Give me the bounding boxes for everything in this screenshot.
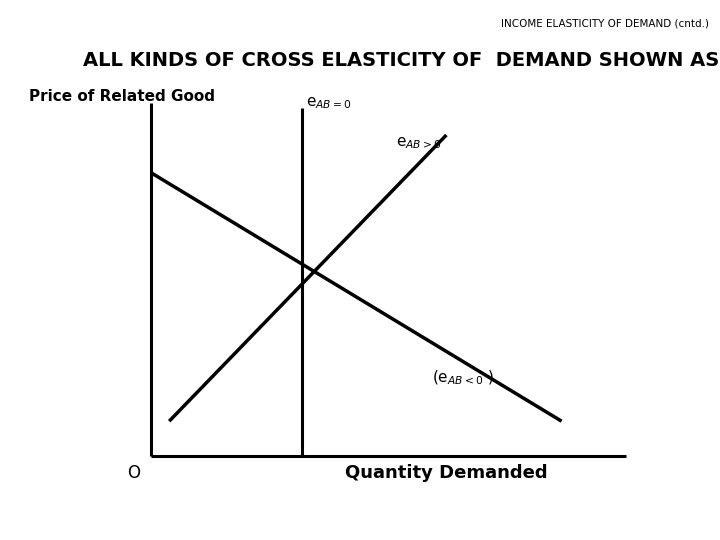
- Text: e$_{AB >0}$: e$_{AB >0}$: [396, 136, 441, 151]
- Text: ALL KINDS OF CROSS ELASTICITY OF  DEMAND SHOWN AS FOLLOWS: ALL KINDS OF CROSS ELASTICITY OF DEMAND …: [83, 51, 720, 70]
- Text: e$_{AB = 0}$: e$_{AB = 0}$: [306, 95, 351, 111]
- Text: Price of Related Good: Price of Related Good: [29, 89, 215, 104]
- Text: O: O: [127, 464, 140, 482]
- Text: INCOME ELASTICITY OF DEMAND (cntd.): INCOME ELASTICITY OF DEMAND (cntd.): [501, 19, 709, 29]
- Text: Quantity Demanded: Quantity Demanded: [345, 464, 548, 482]
- Text: (e$_{AB <0}$ ): (e$_{AB <0}$ ): [432, 369, 494, 387]
